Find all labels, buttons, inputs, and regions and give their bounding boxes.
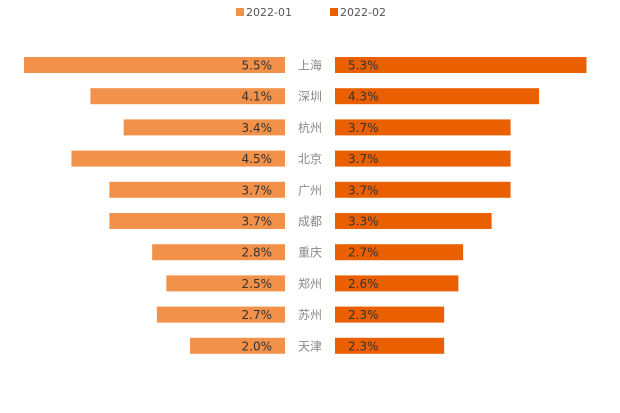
- bar-2022-02-4: [335, 150, 511, 167]
- bar-2022-02-3: [335, 119, 511, 136]
- bar-2022-01-1: [24, 57, 285, 73]
- bar-2022-02-7: [335, 244, 464, 261]
- legend-label-1: 2022-01: [246, 6, 292, 19]
- bar-2022-01-2: [90, 88, 285, 105]
- bar-2022-01-8: [166, 275, 285, 292]
- value-label-2022-01-5: 3.7%: [242, 183, 273, 197]
- bar-2022-02-8: [335, 275, 459, 292]
- bar-2022-02-10: [335, 337, 445, 354]
- bar-2022-01-3: [123, 119, 286, 136]
- value-label-2022-02-5: 3.7%: [348, 183, 379, 197]
- value-label-2022-02-1: 5.3%: [348, 59, 379, 73]
- category-label-7: 重庆: [298, 246, 322, 260]
- bar-2022-01-4: [71, 150, 285, 167]
- value-label-2022-02-10: 2.3%: [348, 339, 379, 353]
- legend-swatch-2: [330, 8, 338, 16]
- legend: 2022-01 2022-02: [236, 6, 386, 19]
- category-label-8: 郑州: [298, 276, 322, 291]
- bar-2022-01-7: [152, 244, 285, 261]
- bar-2022-01-6: [109, 213, 285, 229]
- value-label-2022-01-8: 2.5%: [242, 277, 273, 291]
- value-label-2022-01-7: 2.8%: [242, 246, 273, 260]
- value-label-2022-01-3: 3.4%: [242, 121, 273, 135]
- labels: 5.5% 5.3% 上海 4.1% 4.3% 深圳 3.4% 3.7% 杭州 4.5% 3.7% 北京…: [242, 58, 379, 354]
- bar-2022-02-6: [335, 213, 492, 229]
- category-label-9: 苏州: [298, 308, 322, 322]
- value-label-2022-01-6: 3.7%: [242, 215, 273, 229]
- category-label-5: 广州: [298, 183, 322, 197]
- category-label-2: 深圳: [298, 90, 322, 104]
- bar-2022-01-10: [190, 337, 285, 354]
- bar-2022-01-9: [156, 306, 285, 323]
- bars: [24, 57, 587, 354]
- bar-2022-02-5: [335, 181, 511, 198]
- value-label-2022-01-1: 5.5%: [242, 59, 273, 73]
- value-label-2022-01-9: 2.7%: [242, 308, 273, 322]
- value-label-2022-02-8: 2.6%: [348, 277, 379, 291]
- value-label-2022-02-7: 2.7%: [348, 246, 379, 260]
- legend-label-2: 2022-02: [340, 6, 386, 19]
- bar-2022-02-1: [335, 57, 587, 73]
- value-label-2022-02-2: 4.3%: [348, 90, 379, 104]
- value-label-2022-01-2: 4.1%: [242, 90, 273, 104]
- value-label-2022-01-4: 4.5%: [242, 152, 273, 166]
- category-label-10: 天津: [298, 339, 322, 353]
- value-label-2022-02-3: 3.7%: [348, 121, 379, 135]
- category-label-3: 杭州: [298, 120, 322, 135]
- category-label-1: 上海: [298, 58, 322, 73]
- bar-2022-02-9: [335, 306, 445, 323]
- category-label-4: 北京: [298, 152, 322, 166]
- value-label-2022-01-10: 2.0%: [242, 339, 273, 353]
- legend-swatch-1: [236, 8, 244, 16]
- category-label-6: 成都: [298, 215, 322, 229]
- value-label-2022-02-9: 2.3%: [348, 308, 379, 322]
- value-label-2022-02-6: 3.3%: [348, 215, 379, 229]
- bar-2022-01-5: [109, 181, 285, 198]
- bar-2022-02-2: [335, 88, 540, 105]
- value-label-2022-02-4: 3.7%: [348, 152, 379, 166]
